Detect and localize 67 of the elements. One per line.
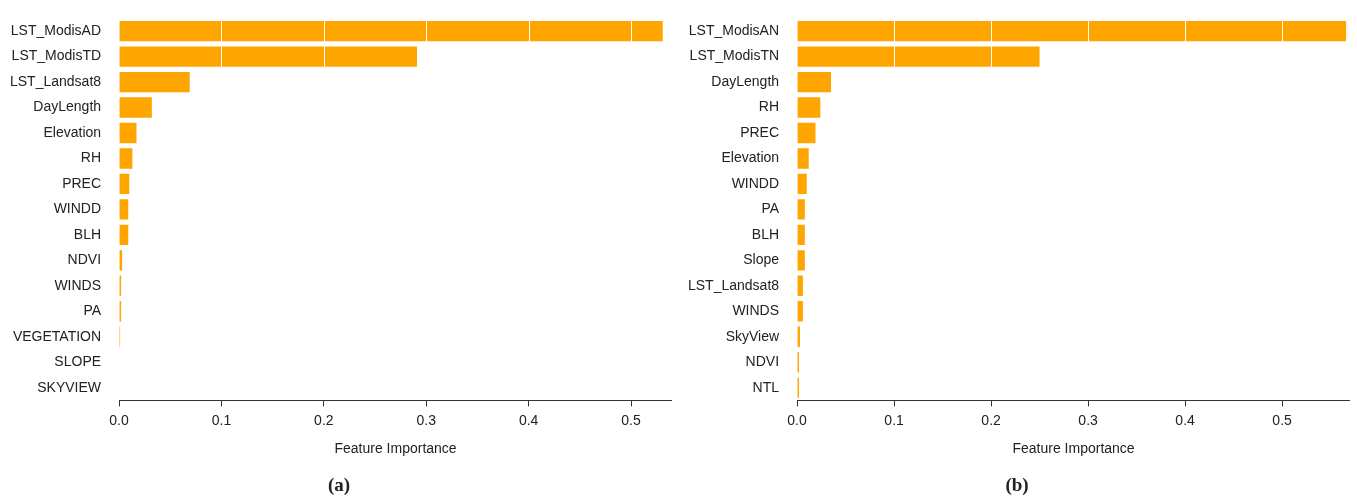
y-tick-label: VEGETATION (12, 327, 102, 344)
bar (797, 199, 805, 220)
y-tick-label: PA (83, 302, 102, 319)
y-tick-label: LST_ModisAD (10, 21, 102, 38)
bar (797, 224, 805, 246)
y-tick-label: NDVI (67, 251, 102, 268)
x-axis-title: Feature Importance (334, 440, 457, 457)
y-tick-label: DayLength (33, 98, 102, 115)
bar (797, 301, 803, 322)
x-tick-label: 0.3 (1078, 411, 1099, 428)
x-tick-label: 0.3 (416, 411, 437, 428)
bar (119, 46, 418, 67)
y-tick-label: LST_Landsat8 (687, 276, 780, 293)
bar (119, 224, 129, 246)
x-tick-label: 0.0 (787, 411, 808, 428)
bar (119, 97, 152, 118)
bar (797, 71, 832, 93)
x-tick-label: 0.1 (211, 411, 232, 428)
y-tick-label: WINDD (731, 174, 780, 191)
bar (797, 46, 1040, 67)
bar (119, 20, 663, 42)
bar (119, 148, 133, 169)
bar (797, 173, 807, 195)
y-tick-label: BLH (73, 225, 102, 242)
y-tick-label: BLH (751, 225, 780, 242)
bar (797, 20, 1347, 42)
y-tick-label: RH (80, 149, 102, 166)
y-tick-label: SKYVIEW (37, 378, 102, 395)
y-tick-label: WINDD (53, 200, 102, 217)
bar (797, 122, 816, 144)
y-tick-label: WINDS (732, 302, 780, 319)
text: (a) (327, 473, 351, 496)
y-tick-label: PREC (740, 123, 780, 140)
y-tick-label: LST_ModisTN (689, 47, 780, 64)
y-tick-label: RH (758, 98, 780, 115)
y-tick-label: LST_ModisTD (11, 47, 102, 64)
x-tick-label: 0.5 (621, 411, 641, 428)
y-tick-label: NDVI (745, 353, 780, 370)
bar (797, 148, 809, 169)
x-tick-label: 0.2 (981, 411, 1002, 428)
x-tick-label: 0.4 (1175, 411, 1196, 428)
y-tick-label: PREC (62, 174, 102, 191)
bar (797, 250, 805, 271)
bar (119, 71, 190, 93)
y-tick-label: PA (761, 200, 780, 217)
y-tick-label: SkyView (725, 327, 780, 344)
y-tick-label: Elevation (43, 123, 102, 140)
x-tick-label: 0.0 (109, 411, 130, 428)
y-tick-label: DayLength (711, 72, 780, 89)
y-tick-label: Elevation (721, 149, 780, 166)
y-tick-label: LST_Landsat8 (9, 72, 102, 89)
text: (b) (1005, 473, 1029, 496)
y-tick-label: LST_ModisAN (688, 21, 780, 38)
y-tick-label: SLOPE (54, 353, 102, 370)
bar (119, 173, 130, 195)
x-axis-title: Feature Importance (1012, 440, 1135, 457)
bar (119, 122, 137, 144)
x-tick-label: 0.1 (884, 411, 905, 428)
x-tick-label: 0.4 (518, 411, 539, 428)
y-tick-label: WINDS (54, 276, 102, 293)
bar (119, 199, 129, 220)
y-tick-label: Slope (743, 251, 780, 268)
bar (797, 97, 821, 118)
x-tick-label: 0.2 (314, 411, 334, 428)
bar (797, 275, 803, 296)
y-tick-label: NTL (752, 378, 780, 395)
x-tick-label: 0.5 (1272, 411, 1293, 428)
